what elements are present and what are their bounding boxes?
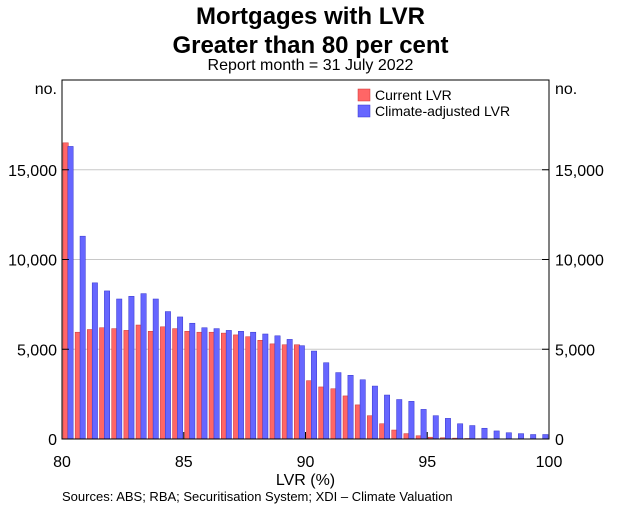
bar-climate-adjusted-lvr xyxy=(213,328,220,440)
bar-climate-adjusted-lvr xyxy=(140,293,147,440)
bar-climate-adjusted-lvr xyxy=(432,415,439,440)
bar-climate-adjusted-lvr xyxy=(201,327,208,440)
bar-current-lvr xyxy=(160,326,166,440)
bar-climate-adjusted-lvr xyxy=(518,433,524,440)
y-tick-label-left: 5,000 xyxy=(17,342,57,359)
bar-climate-adjusted-lvr xyxy=(396,399,403,440)
bar-climate-adjusted-lvr xyxy=(359,379,366,440)
bar-current-lvr xyxy=(62,142,69,440)
bar-climate-adjusted-lvr xyxy=(91,282,98,440)
bar-climate-adjusted-lvr xyxy=(323,362,330,440)
bar-climate-adjusted-lvr xyxy=(274,335,281,440)
y-tick-label-left: 15,000 xyxy=(8,163,57,180)
bar-climate-adjusted-lvr xyxy=(469,425,476,440)
sources-note: Sources: ABS; RBA; Securitisation System… xyxy=(62,489,453,504)
bar-climate-adjusted-lvr xyxy=(347,375,354,440)
bar-current-lvr xyxy=(281,344,288,440)
bar-climate-adjusted-lvr xyxy=(189,322,196,440)
legend-swatch xyxy=(357,104,371,118)
bar-current-lvr xyxy=(403,433,410,440)
bar-climate-adjusted-lvr xyxy=(262,333,269,440)
bar-current-lvr xyxy=(269,343,276,440)
bar-climate-adjusted-lvr xyxy=(420,409,427,440)
bar-current-lvr xyxy=(257,340,264,440)
bar-climate-adjusted-lvr xyxy=(542,434,549,440)
bar-current-lvr xyxy=(294,344,300,440)
bar-current-lvr xyxy=(99,327,106,440)
bar-current-lvr xyxy=(123,330,130,440)
bar-climate-adjusted-lvr xyxy=(457,423,464,440)
bar-current-lvr xyxy=(354,404,361,440)
bar-climate-adjusted-lvr xyxy=(445,418,451,440)
y-tick-label-left: 0 xyxy=(48,432,57,449)
y-axis-label-left: no. xyxy=(35,81,57,98)
y-tick-label-right: 10,000 xyxy=(555,253,604,270)
chart-title: Mortgages with LVR xyxy=(196,3,425,30)
bar-climate-adjusted-lvr xyxy=(286,339,293,440)
bar-climate-adjusted-lvr xyxy=(128,296,135,440)
bar-climate-adjusted-lvr xyxy=(505,432,512,440)
bar-climate-adjusted-lvr xyxy=(104,290,110,440)
bar-current-lvr xyxy=(147,331,154,440)
bar-climate-adjusted-lvr xyxy=(481,427,488,440)
bar-climate-adjusted-lvr xyxy=(250,331,257,440)
bar-current-lvr xyxy=(221,332,227,440)
y-tick-label-right: 15,000 xyxy=(555,163,604,180)
bar-current-lvr xyxy=(245,336,252,440)
legend-label: Current LVR xyxy=(375,87,452,103)
x-tick-label: 80 xyxy=(53,454,71,471)
bar-climate-adjusted-lvr xyxy=(177,316,184,440)
bar-climate-adjusted-lvr xyxy=(238,331,244,440)
legend-swatch xyxy=(357,88,371,102)
y-tick-label-right: 0 xyxy=(555,432,564,449)
bar-current-lvr xyxy=(111,328,118,440)
bar-current-lvr xyxy=(342,395,349,440)
y-tick-label-left: 10,000 xyxy=(8,253,57,270)
bar-climate-adjusted-lvr xyxy=(384,394,391,440)
chart-title-line-2: Greater than 80 per cent xyxy=(172,32,449,59)
bar-current-lvr xyxy=(330,388,337,440)
bar-current-lvr xyxy=(233,334,240,440)
x-tick-label: 90 xyxy=(297,454,315,471)
x-tick-label: 85 xyxy=(175,454,193,471)
bar-current-lvr xyxy=(135,324,142,440)
bar-current-lvr xyxy=(391,429,398,440)
bar-current-lvr xyxy=(318,386,325,440)
bar-current-lvr xyxy=(74,331,81,440)
bar-climate-adjusted-lvr xyxy=(67,146,74,440)
x-axis-label: LVR (%) xyxy=(276,472,335,489)
bar-current-lvr xyxy=(379,423,386,440)
x-tick-label: 95 xyxy=(418,454,436,471)
x-tick-label: 100 xyxy=(536,454,563,471)
bar-current-lvr xyxy=(172,328,179,440)
bar-climate-adjusted-lvr xyxy=(530,434,537,440)
bar-climate-adjusted-lvr xyxy=(298,345,305,440)
y-tick-label-right: 5,000 xyxy=(555,342,595,359)
bar-climate-adjusted-lvr xyxy=(493,430,500,440)
bar-current-lvr xyxy=(87,329,93,440)
bar-climate-adjusted-lvr xyxy=(79,235,86,440)
bar-climate-adjusted-lvr xyxy=(335,372,342,440)
bar-climate-adjusted-lvr xyxy=(225,330,232,440)
bar-current-lvr xyxy=(208,331,215,440)
bar-climate-adjusted-lvr xyxy=(311,350,317,440)
bar-climate-adjusted-lvr xyxy=(408,401,415,440)
bar-climate-adjusted-lvr xyxy=(152,298,159,440)
bar-climate-adjusted-lvr xyxy=(371,385,378,440)
legend-label: Climate-adjusted LVR xyxy=(375,103,510,119)
bar-current-lvr xyxy=(367,415,373,440)
bar-climate-adjusted-lvr xyxy=(164,311,171,440)
bar-current-lvr xyxy=(184,331,191,440)
bar-climate-adjusted-lvr xyxy=(116,298,123,440)
y-axis-label-right: no. xyxy=(555,81,577,98)
bar-current-lvr xyxy=(196,331,203,440)
chart-subtitle: Report month = 31 July 2022 xyxy=(207,57,414,74)
bar-current-lvr xyxy=(306,380,313,440)
